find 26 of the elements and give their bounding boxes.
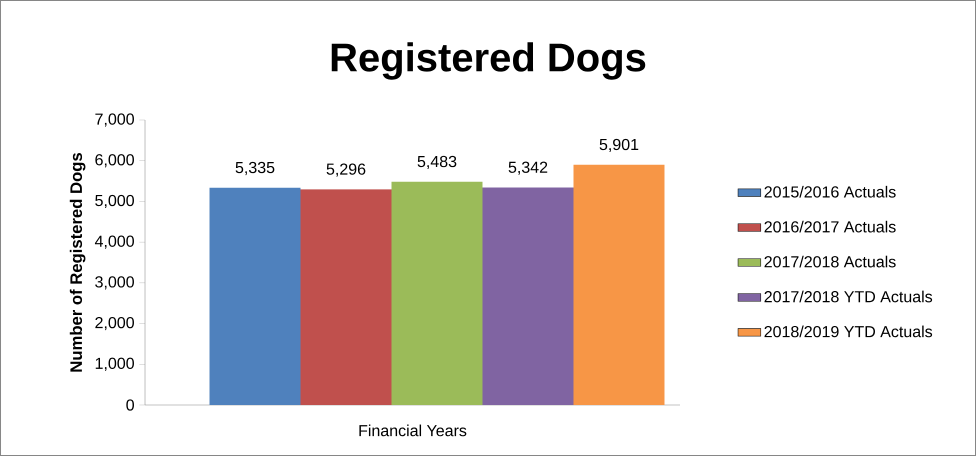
y-tick-label: 4,000 (94, 236, 134, 249)
y-tick-label: 5,000 (95, 194, 134, 208)
bar (300, 189, 392, 405)
y-tick-label: 7,000 (95, 113, 134, 127)
data-label: 5,483 (418, 156, 456, 170)
y-tick-label: 0 (126, 399, 134, 411)
bar (573, 164, 664, 405)
legend-label: 2017/2018 YTD Actuals (764, 290, 932, 302)
data-label: 5,296 (326, 163, 366, 177)
bar (210, 188, 301, 405)
data-label: 5,335 (236, 162, 274, 176)
data-label: 5,342 (508, 162, 548, 175)
legend-label: 2016/2017 Actuals (764, 220, 896, 233)
chart-title: Registered Dogs (332, 42, 646, 80)
y-tick-label: 3,000 (95, 276, 134, 290)
y-tick-label: 2,000 (95, 316, 134, 330)
legend-label: 2015/2016 Actuals (764, 186, 896, 198)
y-tick-label: 6,000 (95, 154, 134, 168)
legend-label: 2018/2019 YTD Actuals (764, 326, 932, 338)
legend-label: 2017/2018 Actuals (764, 256, 896, 268)
bar (392, 182, 482, 405)
data-label: 5,901 (600, 138, 638, 152)
x-axis-title: Financial Years (359, 424, 466, 436)
bar (482, 188, 574, 405)
y-axis-title: Number of Registered Dogs (70, 152, 86, 372)
y-tick-label: 1,000 (96, 358, 134, 371)
